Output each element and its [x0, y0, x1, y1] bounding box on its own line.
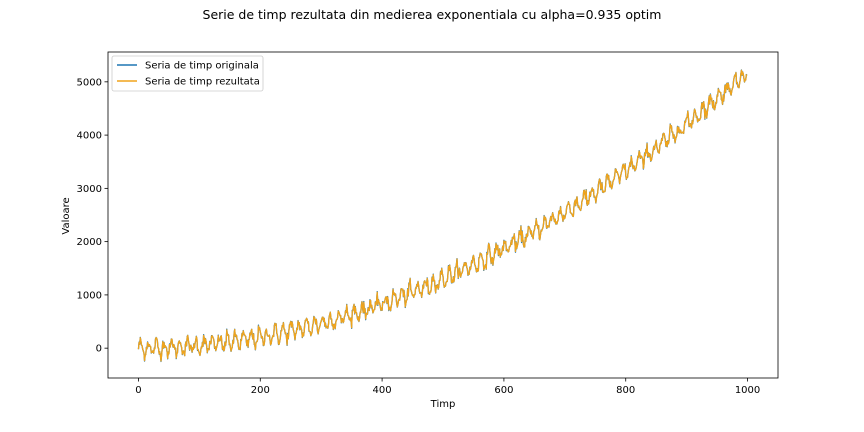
y-tick-label-5000: 5000: [77, 77, 102, 88]
plot-frame: [107, 51, 779, 379]
legend-label-rezultata: Seria de timp rezultata: [145, 77, 260, 88]
legend-label-original: Seria de timp originala: [145, 61, 259, 72]
x-tick-label-800: 800: [616, 385, 635, 396]
plot-background: [108, 52, 778, 378]
x-tick-label-400: 400: [373, 385, 392, 396]
y-tick-label-1000: 1000: [77, 290, 102, 301]
chart-title: Serie de timp rezultata din medierea exp…: [203, 7, 662, 22]
y-tick-label-2000: 2000: [77, 237, 102, 248]
x-axis: 0 200 400 600 800 1000: [135, 378, 760, 396]
x-tick-label-1000: 1000: [735, 385, 760, 396]
y-axis: 0 1000 2000 3000 4000 5000: [77, 77, 108, 355]
y-tick-label-3000: 3000: [77, 184, 102, 195]
x-tick-label-0: 0: [135, 385, 141, 396]
x-tick-label-200: 200: [251, 385, 270, 396]
y-tick-label-0: 0: [96, 344, 102, 355]
x-axis-label: Timp: [430, 399, 456, 410]
x-tick-label-600: 600: [494, 385, 513, 396]
series-layer: [137, 69, 748, 363]
y-axis-label: Valoare: [61, 197, 72, 234]
series-line-rezultata: [137, 69, 748, 362]
legend-frame: [111, 55, 264, 92]
legend: Seria de timp originala Seria de timp re…: [111, 55, 264, 92]
y-tick-label-4000: 4000: [77, 131, 102, 142]
plot-area: [107, 51, 779, 379]
